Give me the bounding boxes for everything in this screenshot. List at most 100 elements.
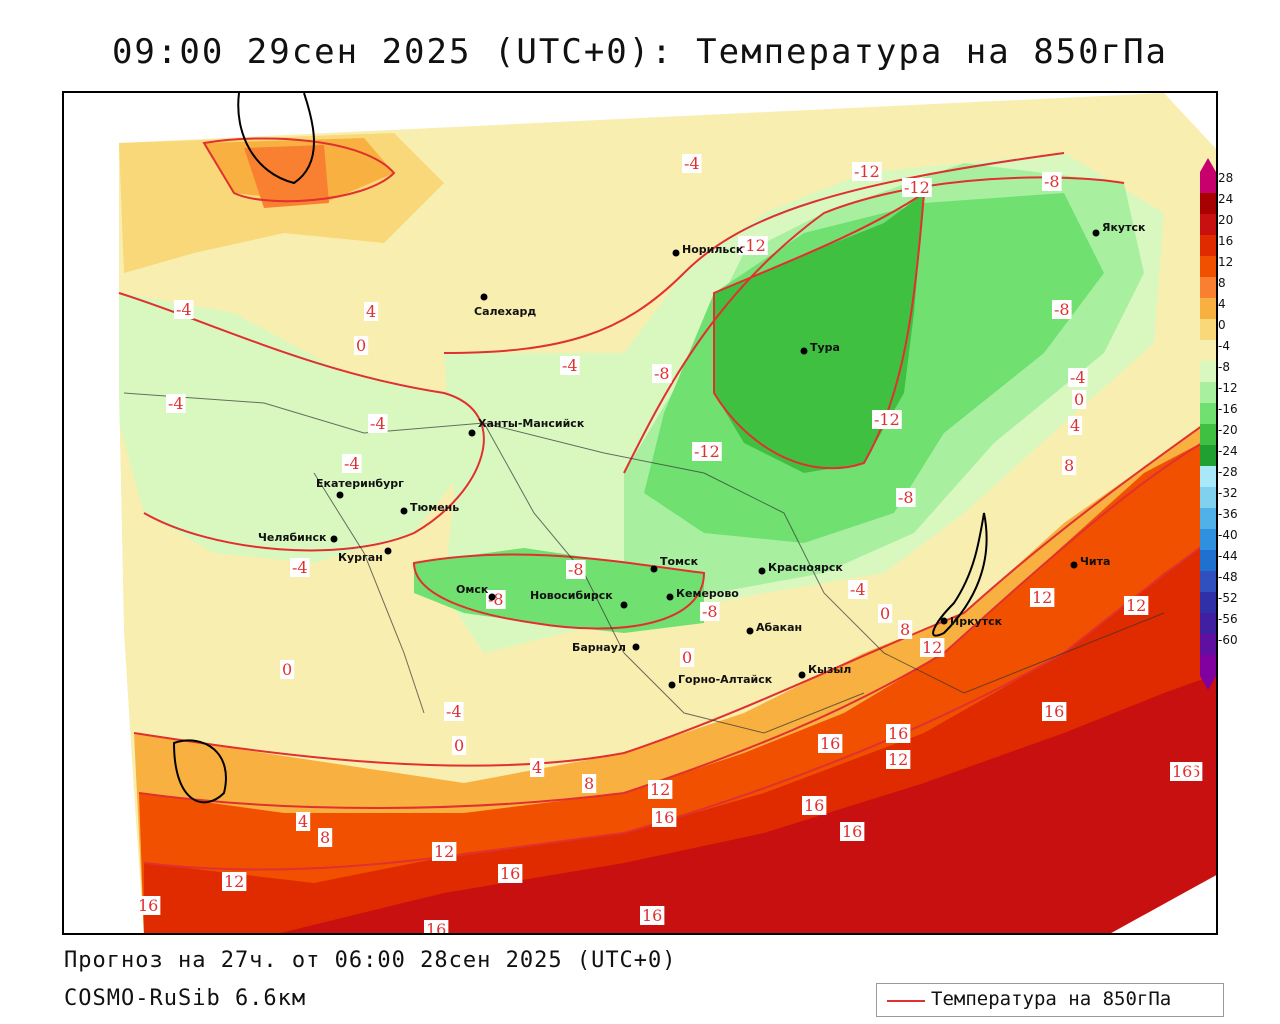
color-scale-swatch [1200,613,1216,635]
city-dot [798,671,806,679]
city-dot [800,347,808,355]
contour-label-bg [566,560,586,579]
contour-label: -4 [562,356,578,375]
contour-label-bg [582,774,597,793]
contour-label: 16 [888,724,908,743]
contour-label-bg [1068,368,1088,387]
contour-label-bg [692,442,722,461]
city-label-novosibirsk: Новосибирск [530,589,613,602]
color-scale-tick-label: -12 [1218,381,1238,395]
city-label-yekaterinburg: Екатеринбург [316,477,404,490]
temperature-map[interactable]: -4 -12 -12 -8 -12 -4 4 0 -4 -8 -4 -4 -4 … [62,91,1218,935]
contour-label: -12 [874,410,900,429]
contour-label-bg [898,620,913,639]
color-scale-swatch [1200,340,1216,362]
color-scale-swatch [1200,361,1216,383]
color-scale-tick-label: -20 [1218,423,1238,437]
color-scale-swatch [1200,256,1216,278]
contour-label: 0 [454,736,464,755]
contour-label-bg [174,300,194,319]
contour-label: 16 [138,896,158,915]
contour-label-bg [296,812,311,831]
color-scale-swatch [1200,634,1216,656]
contour-label: 16 [820,734,840,753]
city-label-kyzyl: Кызыл [808,663,851,676]
color-scale-swatch [1200,403,1216,425]
contour-label-bg [1042,172,1062,191]
contour-label-group: -4 -12 -12 -8 -12 -4 4 0 -4 -8 -4 -4 -4 … [136,154,1203,935]
contour-label: 12 [922,638,942,657]
city-label-chelyabinsk: Челябинск [258,531,327,544]
contour-label: 16 [500,864,520,883]
color-scale-top-arrow [1200,158,1216,172]
contour-label-bg [1072,390,1087,409]
city-label-irkutsk: Иркутск [950,615,1003,628]
contour-label: -12 [740,236,766,255]
contour-label: 8 [320,828,330,847]
contour-label: 8 [584,774,594,793]
city-dot [672,249,680,257]
contour-label: -8 [568,560,584,579]
color-scale-tick-label: 0 [1218,318,1226,332]
contour-label: 16 [1044,702,1064,721]
contour-label-bg [682,154,702,173]
city-dot [668,681,676,689]
color-scale-swatch [1200,592,1216,614]
contour-label: -4 [1070,368,1086,387]
city-label-tura: Тура [810,341,840,354]
city-label-chita: Чита [1080,555,1110,568]
contour-label-bg [166,394,186,413]
city-label-barnaul: Барнаул [572,641,626,654]
color-scale-tick-label: -32 [1218,486,1238,500]
contour-label: 12 [224,872,244,891]
contour-label-bg [640,906,665,925]
color-scale-swatch [1200,172,1216,194]
contour-label-bg [818,734,843,753]
contour-label: 0 [682,648,692,667]
contour-label: 16 [426,920,446,935]
city-dot [480,293,488,301]
contour-label: -8 [702,602,718,621]
color-scale: 28 24 20 16 12 8 4 0 -4 -8 -12 -16 -20 -24 -28 -32 -36 -4… [1200,158,1270,690]
map-title: 09:00 29сен 2025 (UTC+0): Температура на… [111,32,1169,72]
contour-label: 12 [1032,588,1052,607]
contour-label-bg [432,842,457,861]
city-dot [632,643,640,651]
contour-label-bg [1068,416,1083,435]
contour-label: -12 [854,162,880,181]
contour-label: -4 [344,454,360,473]
contour-label-bg [290,558,310,577]
color-scale-swatch [1200,214,1216,236]
color-scale-tick-label: -40 [1218,528,1238,542]
contour-label-bg [444,702,464,721]
color-scale-tick-label: 12 [1218,255,1234,269]
city-dot [940,617,948,625]
contour-label: -12 [694,442,720,461]
contour-label-bg [280,660,295,679]
contour-label: 12 [650,780,670,799]
contour-label-bg [354,336,369,355]
field-south-darkred [280,674,1216,933]
city-dot [336,491,344,499]
contour-label-bg [700,602,720,621]
map-canvas: -4 -12 -12 -8 -12 -4 4 0 -4 -8 -4 -4 -4 … [64,93,1216,935]
contour-label: -4 [446,702,462,721]
city-dot [758,567,766,575]
color-scale-swatch [1200,193,1216,215]
contour-label: -4 [292,558,308,577]
contour-label-bg [530,758,545,777]
model-info: COSMO-RuSib 6.6км [64,986,307,1011]
color-scale-swatch [1200,655,1216,677]
color-scale-tick-label: -52 [1218,591,1238,605]
contour-label-bg [920,638,945,657]
contour-label-bg [1124,596,1149,615]
city-label-yakutsk: Якутск [1102,221,1146,234]
color-scale-swatch [1200,424,1216,446]
contour-label-bg [738,236,768,255]
color-scale-swatch [1200,529,1216,551]
city-label-khanty-mansiysk: Ханты-Мансийск [478,417,585,430]
color-scale-tick-label: -60 [1218,633,1238,647]
contour-label-bg [1170,762,1195,781]
color-scale-tick-label: -8 [1218,360,1230,374]
contour-label: -4 [176,300,192,319]
